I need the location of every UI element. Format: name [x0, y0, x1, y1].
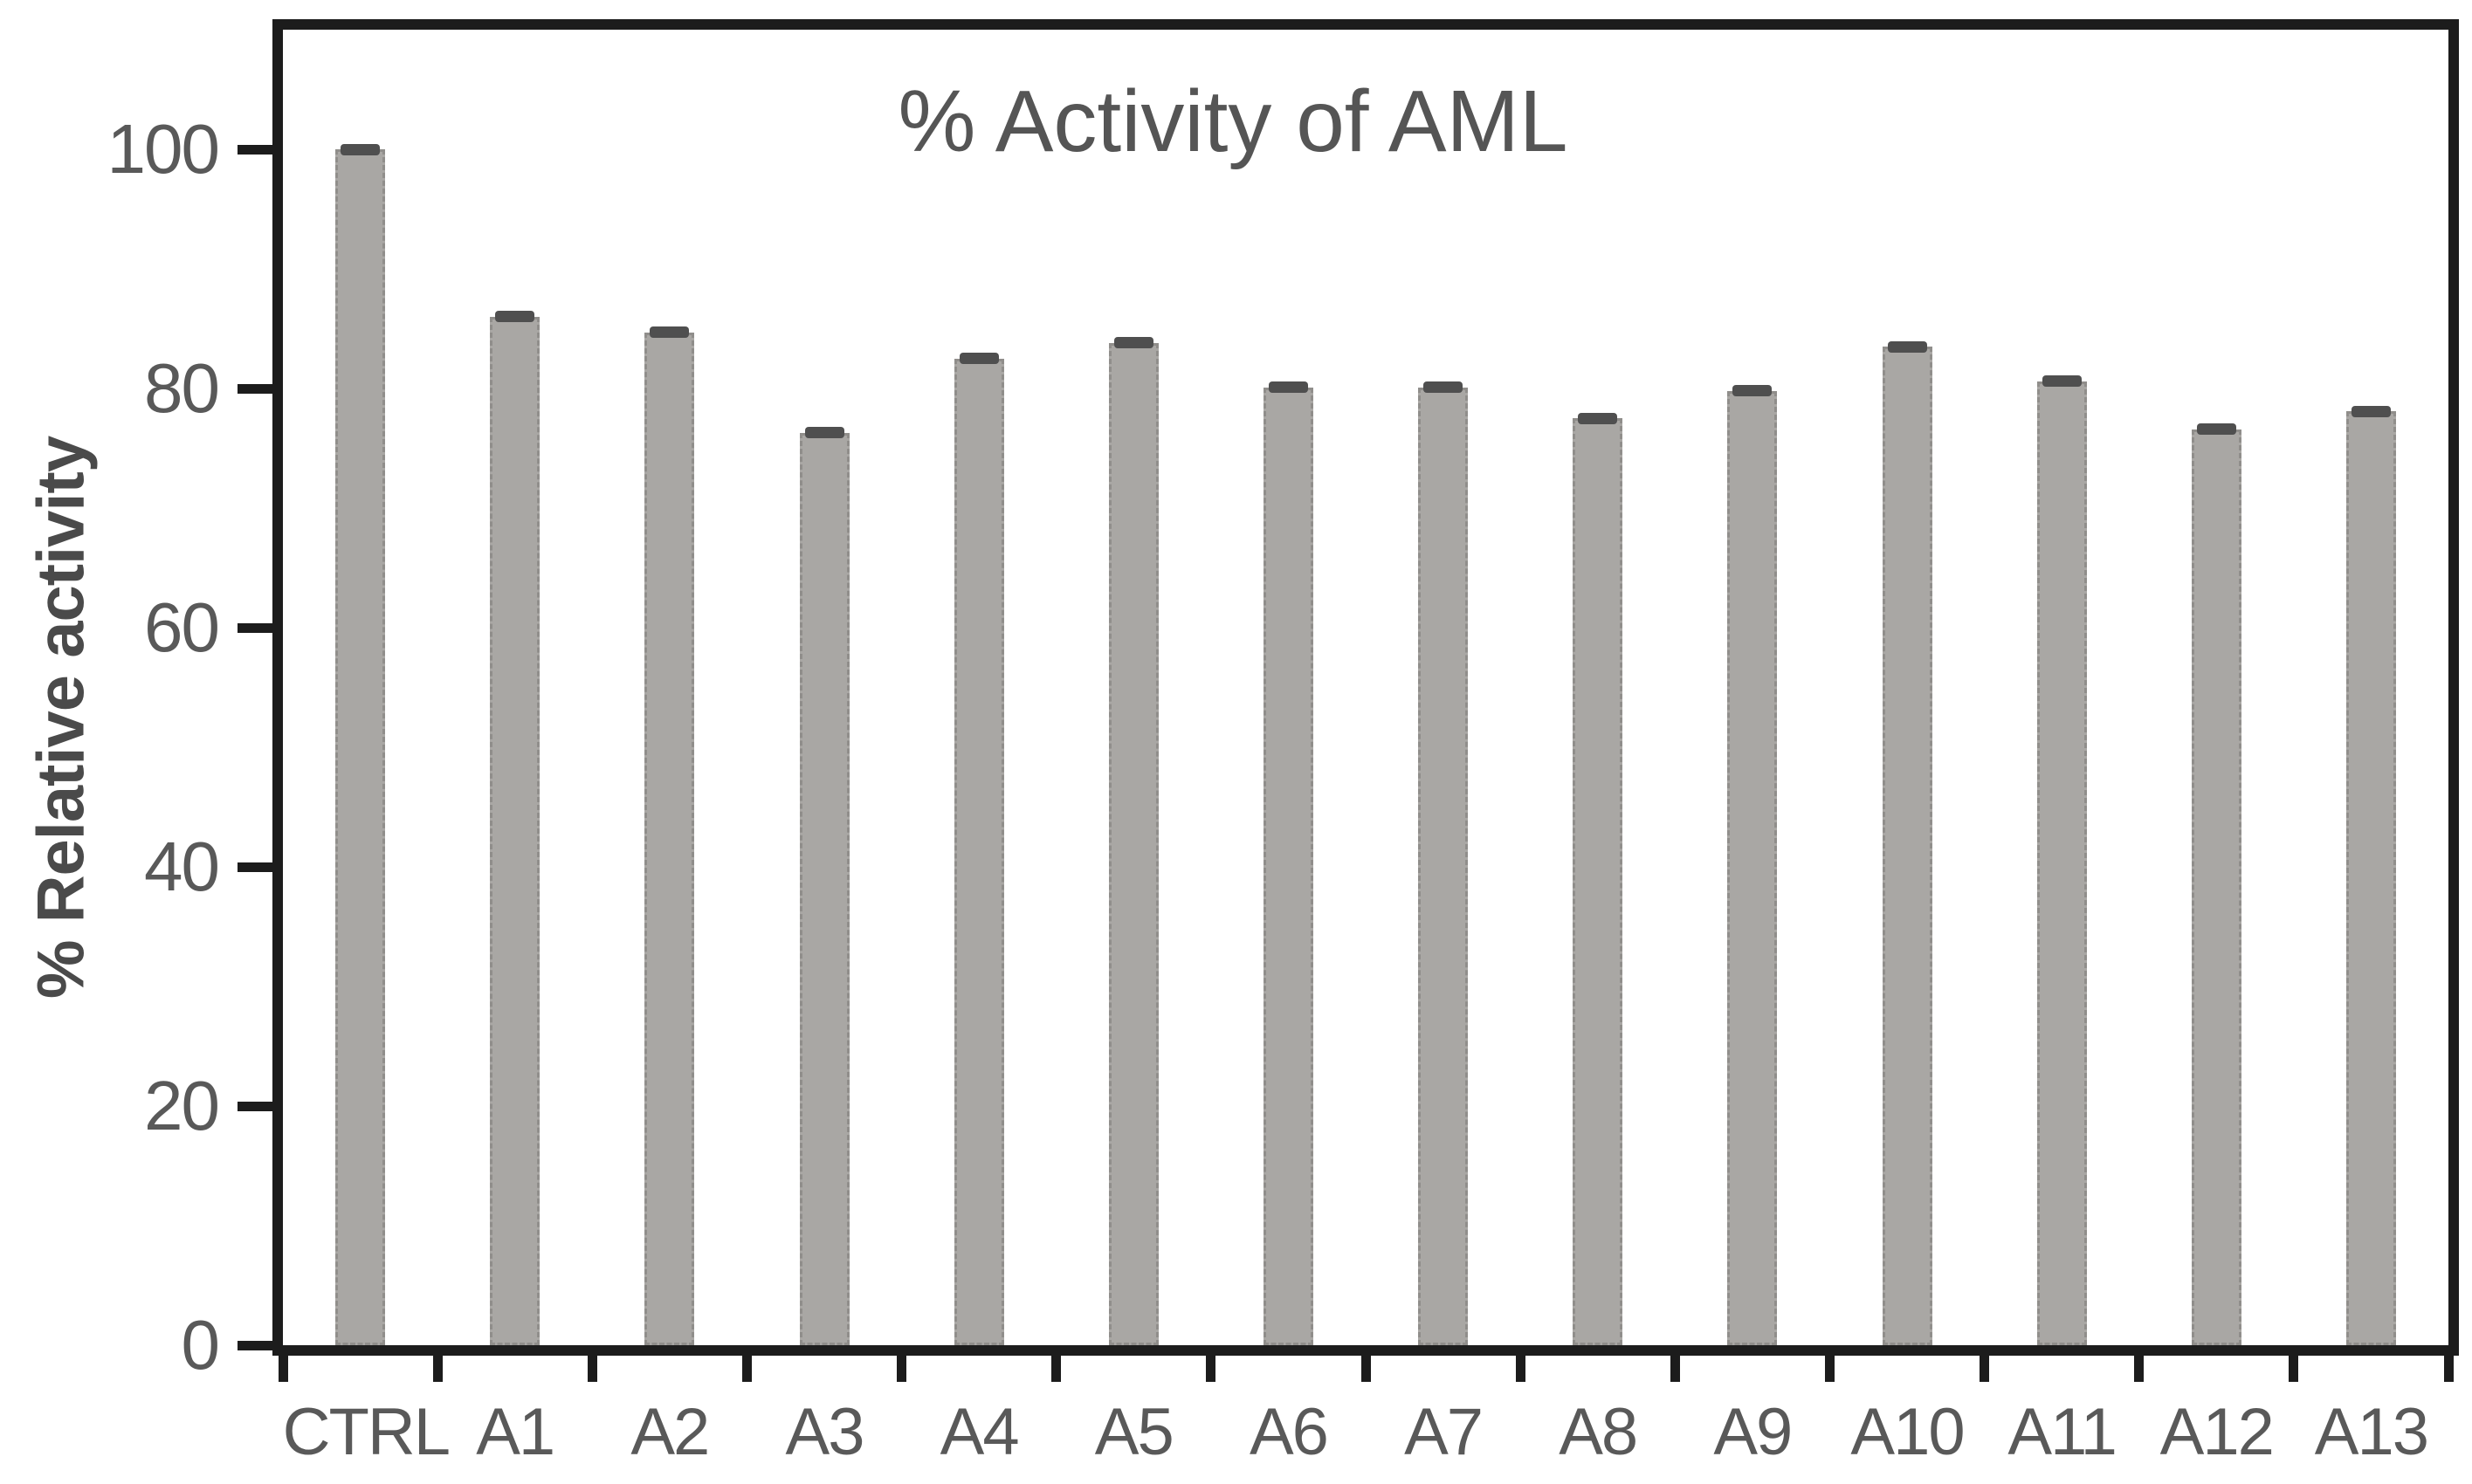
- error-bar-A3: [804, 427, 844, 439]
- x-tick-2: [587, 1356, 597, 1382]
- error-bar-A8: [1578, 412, 1618, 424]
- x-tick-6: [1206, 1356, 1216, 1382]
- x-tick-13: [2289, 1356, 2299, 1382]
- x-tick-label-A3: A3: [785, 1395, 865, 1469]
- bar-A10: [1882, 347, 1932, 1345]
- x-tick-12: [2134, 1356, 2145, 1382]
- x-tick-label-A1: A1: [476, 1395, 555, 1469]
- y-tick-label-20: 20: [144, 1067, 220, 1144]
- bar-A4: [954, 358, 1004, 1345]
- bar-CTRL: [335, 149, 386, 1345]
- bar-A12: [2191, 429, 2241, 1345]
- x-tick-label-A4: A4: [940, 1395, 1020, 1469]
- bar-A7: [1418, 387, 1469, 1345]
- x-tick-11: [1980, 1356, 1990, 1382]
- chart-title: % Activity of AML: [898, 72, 1568, 170]
- error-bar-A5: [1113, 337, 1153, 349]
- x-tick-5: [1051, 1356, 1062, 1382]
- x-tick-label-A6: A6: [1249, 1395, 1329, 1469]
- x-tick-label-A2: A2: [630, 1395, 710, 1469]
- y-tick-20: [238, 1101, 272, 1111]
- error-bar-A13: [2351, 405, 2391, 417]
- x-tick-9: [1670, 1356, 1680, 1382]
- y-tick-label-80: 80: [144, 349, 220, 427]
- plot-area-frame: [272, 19, 2459, 1356]
- x-tick-label-A7: A7: [1404, 1395, 1484, 1469]
- x-tick-label-A10: A10: [1850, 1395, 1965, 1469]
- x-tick-10: [1824, 1356, 1835, 1382]
- bar-A8: [1573, 418, 1623, 1345]
- y-tick-label-100: 100: [107, 110, 220, 188]
- error-bar-A11: [2042, 375, 2082, 388]
- x-tick-label-A5: A5: [1094, 1395, 1174, 1469]
- error-bar-A1: [495, 311, 535, 323]
- error-bar-A10: [1887, 340, 1927, 353]
- bar-A3: [799, 432, 850, 1345]
- x-tick-3: [741, 1356, 752, 1382]
- y-tick-label-60: 60: [144, 588, 220, 666]
- y-tick-100: [238, 144, 272, 155]
- x-tick-label-A8: A8: [1559, 1395, 1638, 1469]
- x-tick-1: [432, 1356, 443, 1382]
- bar-A6: [1263, 387, 1313, 1345]
- x-tick-label-A12: A12: [2159, 1395, 2275, 1469]
- error-bar-A9: [1732, 385, 1773, 397]
- x-tick-7: [1360, 1356, 1371, 1382]
- bar-A13: [2345, 411, 2396, 1345]
- y-tick-60: [238, 622, 272, 633]
- x-tick-4: [897, 1356, 907, 1382]
- error-bar-CTRL: [341, 143, 381, 155]
- bar-A5: [1108, 342, 1159, 1345]
- x-tick-14: [2443, 1356, 2454, 1382]
- x-tick-label-A9: A9: [1713, 1395, 1793, 1469]
- x-tick-label-A11: A11: [2007, 1395, 2117, 1469]
- y-tick-label-0: 0: [181, 1306, 221, 1384]
- x-tick-0: [278, 1356, 288, 1382]
- x-tick-label-A13: A13: [2314, 1395, 2429, 1469]
- bar-A11: [2036, 381, 2087, 1345]
- y-tick-label-40: 40: [144, 828, 220, 905]
- x-tick-8: [1515, 1356, 1525, 1382]
- y-tick-80: [238, 383, 272, 394]
- y-tick-0: [238, 1340, 272, 1350]
- y-tick-40: [238, 862, 272, 872]
- y-axis-title: % Relative activity: [24, 436, 99, 1000]
- bar-A1: [490, 316, 541, 1345]
- error-bar-A12: [2196, 423, 2236, 436]
- bar-A9: [1727, 390, 1778, 1345]
- bar-A2: [644, 332, 695, 1345]
- error-bar-A4: [959, 353, 999, 365]
- error-bar-A2: [650, 326, 690, 339]
- error-bar-A7: [1423, 381, 1463, 394]
- x-tick-label-CTRL: CTRL: [282, 1395, 451, 1469]
- error-bar-A6: [1268, 381, 1308, 394]
